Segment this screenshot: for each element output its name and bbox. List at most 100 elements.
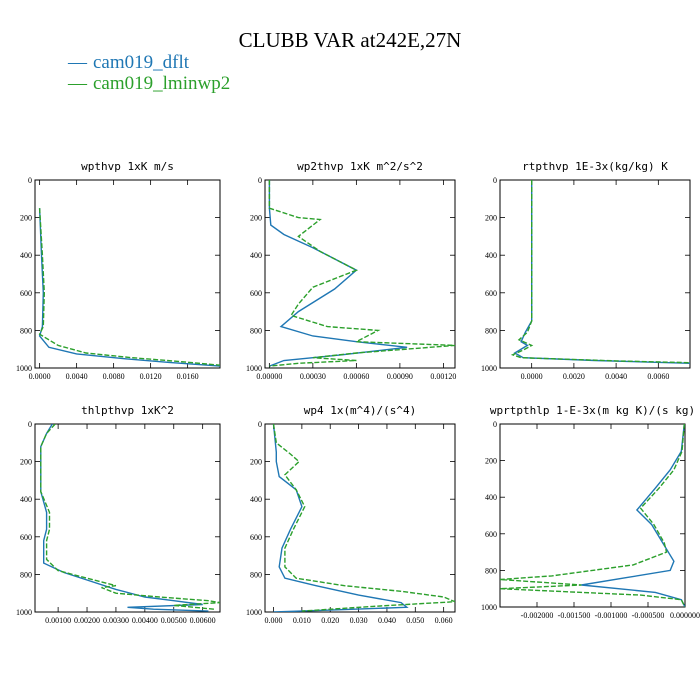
y-tick-label: 800 (485, 326, 497, 335)
plot-frame (499, 423, 686, 608)
x-tick-label: 0.00600 (190, 616, 216, 625)
y-tick-label: 200 (20, 458, 32, 467)
x-tick-label: 0.050 (406, 616, 424, 625)
y-tick-label: 600 (250, 289, 262, 298)
plot-frame (34, 179, 221, 369)
x-tick-label: 0.0000 (521, 372, 543, 381)
y-tick-label: 600 (250, 533, 262, 542)
y-tick-label: 800 (250, 570, 262, 579)
y-tick-label: 800 (20, 570, 32, 579)
series-line-dflt (272, 424, 409, 612)
y-tick-label: 1000 (246, 608, 262, 617)
panel-2: wp2thvp 1xK m^2/s^2020040060080010000.00… (246, 160, 456, 381)
series-line-lminwp2 (40, 424, 220, 610)
x-tick-label: 0.020 (321, 616, 339, 625)
x-tick-label: 0.00030 (300, 372, 326, 381)
legend-dash-lminwp2: — (68, 73, 87, 94)
x-tick-label: 0.000000 (670, 611, 700, 620)
series-line-dflt (581, 424, 685, 607)
x-tick-label: 0.0000 (29, 372, 51, 381)
series-line-dflt (40, 424, 209, 612)
x-tick-label: -0.002000 (521, 611, 554, 620)
x-tick-label: 0.00090 (387, 372, 413, 381)
y-tick-label: 200 (485, 214, 497, 223)
legend-item-lminwp2: — cam019_lminwp2 (68, 73, 230, 94)
y-tick-label: 1000 (481, 364, 497, 373)
x-tick-label: 0.000 (265, 616, 283, 625)
series-line-lminwp2 (510, 180, 690, 364)
series-line-dflt (268, 180, 408, 367)
y-tick-label: 0 (258, 420, 262, 429)
y-tick-label: 600 (485, 530, 497, 539)
x-tick-label: -0.001500 (558, 611, 591, 620)
x-tick-label: 0.010 (293, 616, 311, 625)
y-tick-label: 1000 (16, 608, 32, 617)
panel-title: wp4 1x(m^4)/(s^4) (304, 404, 417, 417)
y-tick-label: 200 (250, 458, 262, 467)
panel-title: rtpthvp 1E-3x(kg/kg) K (522, 160, 668, 173)
y-tick-label: 400 (20, 251, 32, 260)
plot-frame (499, 179, 691, 369)
x-tick-label: 0.00200 (74, 616, 100, 625)
x-tick-label: -0.000500 (632, 611, 665, 620)
x-tick-label: -0.001000 (595, 611, 628, 620)
y-tick-label: 600 (20, 289, 32, 298)
x-tick-label: 0.0120 (140, 372, 162, 381)
legend-label-dflt: cam019_dflt (93, 52, 190, 73)
x-tick-label: 0.060 (435, 616, 453, 625)
y-tick-label: 1000 (481, 603, 497, 612)
y-tick-label: 400 (250, 495, 262, 504)
y-tick-label: 600 (20, 533, 32, 542)
x-tick-label: 0.030 (350, 616, 368, 625)
x-tick-label: 0.00120 (430, 372, 456, 381)
x-tick-label: 0.040 (378, 616, 396, 625)
x-tick-label: 0.0040 (605, 372, 627, 381)
y-tick-label: 1000 (16, 364, 32, 373)
x-tick-label: 0.00500 (161, 616, 187, 625)
legend-item-dflt: — cam019_dflt (68, 52, 230, 73)
series-line-lminwp2 (500, 424, 685, 607)
y-tick-label: 400 (20, 495, 32, 504)
y-tick-label: 0 (493, 420, 497, 429)
panel-title: thlpthvp 1xK^2 (81, 404, 174, 417)
x-tick-label: 0.0060 (647, 372, 669, 381)
y-tick-label: 1000 (246, 364, 262, 373)
panel-title: wp2thvp 1xK m^2/s^2 (297, 160, 423, 173)
x-tick-label: 0.0080 (103, 372, 125, 381)
plot-frame (264, 179, 456, 369)
x-tick-label: 0.0020 (563, 372, 585, 381)
x-tick-label: 0.0040 (66, 372, 88, 381)
series-line-lminwp2 (268, 180, 455, 367)
x-tick-label: 0.00300 (103, 616, 129, 625)
y-tick-label: 200 (485, 457, 497, 466)
series-line-lminwp2 (272, 424, 455, 612)
y-tick-label: 400 (250, 251, 262, 260)
y-tick-label: 800 (485, 566, 497, 575)
x-tick-label: 0.00100 (45, 616, 71, 625)
x-tick-label: 0.00060 (343, 372, 369, 381)
y-tick-label: 800 (250, 326, 262, 335)
series-line-lminwp2 (38, 208, 220, 366)
legend-dash-dflt: — (68, 52, 87, 73)
x-tick-label: 0.00000 (256, 372, 282, 381)
plot-frame (34, 423, 221, 613)
y-tick-label: 800 (20, 326, 32, 335)
plot-frame (264, 423, 456, 613)
x-tick-label: 0.00400 (132, 616, 158, 625)
series-line-dflt (513, 180, 690, 364)
y-tick-label: 0 (493, 176, 497, 185)
y-tick-label: 400 (485, 251, 497, 260)
x-tick-label: 0.0160 (177, 372, 199, 381)
panel-title: wpthvp 1xK m/s (81, 160, 174, 173)
panel-title: wprtpthlp 1-E-3x(m kg K)/(s kg) (490, 404, 695, 417)
y-tick-label: 0 (258, 176, 262, 185)
legend-label-lminwp2: cam019_lminwp2 (93, 73, 231, 94)
y-tick-label: 600 (485, 289, 497, 298)
legend: — cam019_dflt — cam019_lminwp2 (68, 52, 230, 94)
y-tick-label: 0 (28, 176, 32, 185)
y-tick-label: 400 (485, 493, 497, 502)
